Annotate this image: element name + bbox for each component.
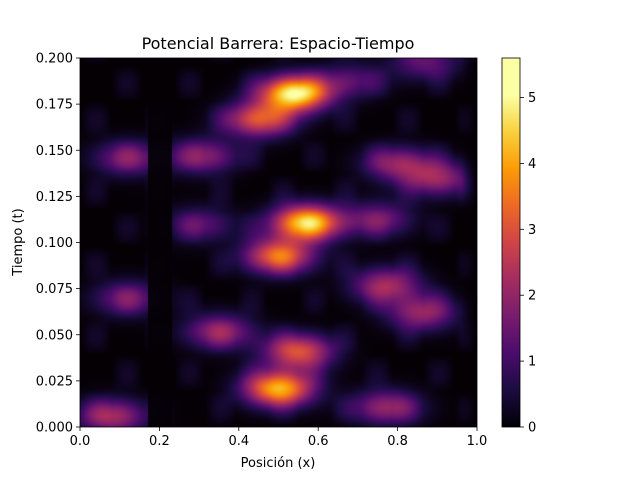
colorbar-tick-label: 2 <box>528 289 536 304</box>
colorbar-gradient <box>501 57 521 428</box>
y-tick-label: 0.025 <box>36 374 73 389</box>
x-tick-label: 0.0 <box>70 434 91 449</box>
colorbar-tick-label: 5 <box>528 91 536 106</box>
y-tick-label: 0.075 <box>36 282 73 297</box>
y-tick-label: 0.100 <box>36 236 73 251</box>
heatmap-canvas <box>80 58 477 427</box>
colorbar-tick-label: 1 <box>528 355 536 370</box>
y-axis-label: Tiempo (t) <box>11 208 26 276</box>
x-tick-label: 0.8 <box>387 434 408 449</box>
y-tick-label: 0.150 <box>36 144 73 159</box>
colorbar-tick-label: 0 <box>528 421 536 436</box>
x-tick-label: 1.0 <box>467 434 488 449</box>
colorbar-tick-label: 4 <box>528 157 536 172</box>
y-axis: 0.000 0.025 0.050 0.075 0.100 0.125 0.150 0.175… <box>36 52 80 436</box>
x-axis-label: Posición (x) <box>241 456 316 471</box>
x-tick-label: 0.2 <box>149 434 170 449</box>
x-tick-label: 0.4 <box>228 434 249 449</box>
x-tick-label: 0.6 <box>308 434 329 449</box>
y-tick-label: 0.200 <box>36 52 73 67</box>
heatmap-area <box>80 58 477 427</box>
y-tick-label: 0.125 <box>36 190 73 205</box>
y-tick-label: 0.175 <box>36 98 73 113</box>
chart-title: Potencial Barrera: Espacio-Tiempo <box>142 34 415 53</box>
colorbar: 0 1 2 3 4 5 <box>501 57 536 436</box>
colorbar-ticks: 0 1 2 3 4 5 <box>520 91 536 436</box>
y-tick-label: 0.000 <box>36 421 73 436</box>
x-axis: 0.0 0.2 0.4 0.6 0.8 1.0 <box>70 427 488 449</box>
y-tick-label: 0.050 <box>36 328 73 343</box>
colorbar-tick-label: 3 <box>528 223 536 238</box>
